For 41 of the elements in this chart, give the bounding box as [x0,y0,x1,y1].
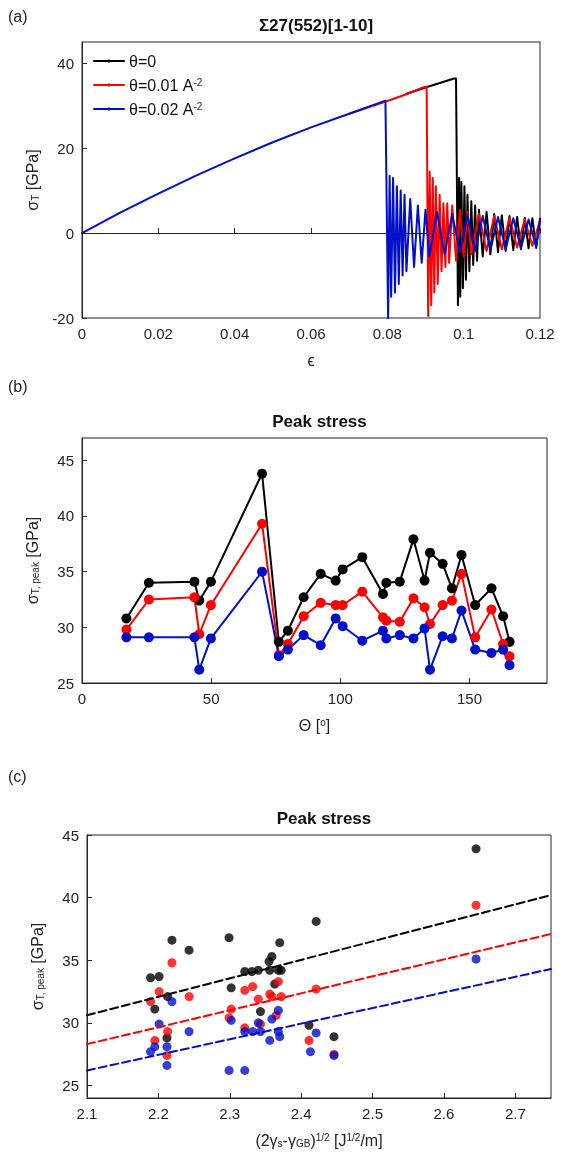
x-axis-title: ϵ [307,351,315,369]
x-tick-label: 2.1 [76,1105,98,1122]
y-tick-label: 40 [57,54,74,72]
y-tick-label: 45 [57,451,74,469]
y-axis-title: σT [GPa] [23,149,41,211]
y-tick-label: 40 [57,507,74,525]
x-tick-label: 2.3 [219,1105,241,1122]
x-tick-label: 2.5 [362,1105,383,1122]
y-tick-label: 20 [57,139,74,157]
y-axis-title: σT, peak [GPa] [23,516,41,605]
x-tick-label: 2.7 [504,1105,526,1122]
x-tick-label: 0.06 [296,325,326,342]
x-tick-label: 2.6 [433,1105,455,1122]
y-tick-label: 25 [62,1076,79,1094]
x-tick-label: 0.08 [372,325,402,342]
chart-title: Peak stress [276,809,372,828]
x-tick-label: 50 [202,690,220,707]
text: (a) [8,7,28,25]
legend-label: θ=0 [129,52,157,70]
chart-title: Peak stress [272,412,367,431]
y-tick-label: 30 [57,618,74,636]
y-tick-label: 25 [57,674,74,692]
x-tick-label: 0.04 [220,325,250,342]
y-tick-label: 0 [65,224,74,242]
x-tick-label: 0.12 [525,325,555,342]
y-tick-label: 30 [62,1014,79,1032]
y-tick-label: 35 [57,563,74,581]
x-tick-label: 0.1 [453,325,475,342]
x-tick-label: 150 [456,690,483,707]
chart-title: Σ27(552)[1-10] [258,16,374,35]
x-tick-label: 2.4 [290,1105,312,1122]
y-tick-label: 45 [62,826,79,844]
y-tick-label: -20 [52,309,74,327]
y-tick-label: 35 [62,951,79,969]
x-tick-label: 2.2 [147,1105,169,1122]
x-tick-label: 0.02 [143,325,173,342]
y-axis-title: σT, peak [GPa] [28,922,46,1011]
text: (c) [8,767,27,785]
y-tick-label: 40 [62,889,79,907]
text: (b) [8,377,28,395]
x-tick-label: 100 [327,690,353,707]
